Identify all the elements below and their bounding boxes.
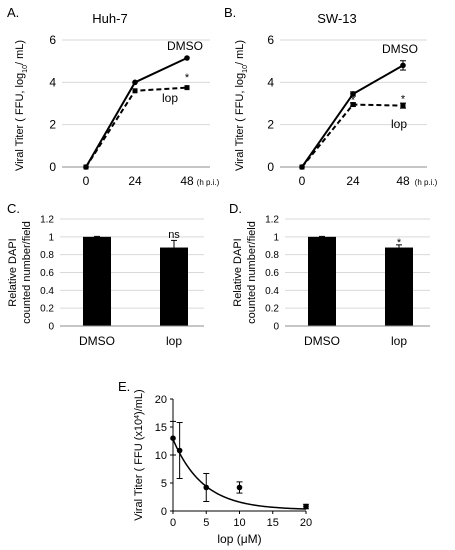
panel-label: D. [229, 201, 242, 216]
x-tick-label: 20 [300, 517, 312, 529]
x-axis-label: lop (μM) [217, 532, 261, 546]
data-point [350, 91, 356, 97]
series-line [301, 103, 404, 168]
panel-label: E. [118, 379, 130, 394]
x-tick-label: 5 [203, 517, 209, 529]
x-tick-label: lop [391, 334, 407, 348]
chart-title: Huh-7 [92, 11, 127, 26]
x-tick-label: 10 [233, 517, 245, 529]
data-point [176, 447, 183, 454]
significance-marker: ns [168, 229, 180, 241]
panel-e-scatter-chart: E. 0 5 10 15 20 0 5 10 15 20 lop (μM) Viral Titer ( … [118, 379, 312, 546]
panel-label: A. [7, 5, 19, 20]
y-tick-label: 0 [161, 506, 167, 518]
significance-marker: * [401, 93, 406, 105]
data-point [83, 164, 89, 170]
y-tick-label: 0 [267, 160, 274, 174]
panel-label: B. [224, 5, 236, 20]
y-tick-label: 0.8 [265, 250, 279, 261]
x-tick-label: 15 [267, 517, 279, 529]
y-tick-label: 4 [49, 75, 56, 89]
x-tick-label: 48 [396, 174, 410, 188]
fit-curve [172, 439, 307, 510]
y-tick-label: 0.2 [40, 304, 54, 315]
y-tick-label: 15 [155, 422, 167, 434]
y-axis-label-line1: Relative DAPI [232, 238, 244, 306]
y-tick-label: 1 [273, 232, 279, 243]
y-tick-label: 0.4 [40, 286, 54, 297]
panel-c-bar-chart: C. 0 0.2 0.4 0.6 0.8 1 1.2 DMSO lop ns Relative DAP… [7, 201, 204, 348]
y-tick-label: 1.2 [40, 215, 54, 226]
x-unit-label: (h p.i.) [197, 178, 220, 187]
data-point [350, 102, 356, 108]
y-tick-label: 6 [49, 33, 56, 47]
data-point [303, 503, 309, 510]
series-label: lop [162, 91, 178, 105]
y-axis-label: Viral Titer ( FFU (x104)/mL) [133, 389, 145, 520]
y-tick-label: 0 [48, 322, 54, 333]
series-label: lop [391, 117, 407, 131]
y-tick-label: 10 [155, 450, 167, 462]
data-point [299, 164, 305, 170]
y-tick-label: 1.2 [265, 215, 279, 226]
y-tick-label: 2 [49, 118, 56, 132]
y-tick-label: 6 [267, 33, 274, 47]
y-axis-label-line2: counted number/field [21, 221, 33, 324]
x-tick-label: lop [166, 334, 182, 348]
bar [308, 236, 336, 326]
x-tick-label: 0 [170, 517, 176, 529]
series-line [85, 57, 188, 168]
y-tick-label: 0.6 [265, 268, 279, 279]
x-tick-label: DMSO [79, 334, 115, 348]
bar [83, 236, 111, 326]
chart-title: SW-13 [317, 11, 357, 26]
y-axis-label-line1: Relative DAPI [7, 238, 19, 306]
data-point [236, 484, 243, 491]
bar [385, 247, 413, 326]
y-tick-label: 0.8 [40, 250, 54, 261]
y-tick-label: 0.2 [265, 304, 279, 315]
panel-d-bar-chart: D. 0 0.2 0.4 0.6 0.8 1 1.2 DMSO lop * Relative DAPI… [229, 201, 430, 348]
x-tick-label: 24 [128, 174, 142, 188]
y-tick-label: 5 [161, 478, 167, 490]
x-tick-label: 24 [346, 174, 360, 188]
y-axis-label: Viral Titer ( FFU, log10/ mL) [14, 40, 29, 171]
y-tick-label: 0.6 [40, 268, 54, 279]
y-tick-label: 2 [267, 118, 274, 132]
series-label: DMSO [382, 42, 418, 56]
x-tick-label: 0 [83, 174, 90, 188]
data-point [400, 62, 406, 69]
data-point [184, 55, 190, 61]
y-tick-label: 0 [49, 160, 56, 174]
y-tick-label: 20 [155, 394, 167, 406]
x-tick-label: 48 [180, 174, 194, 188]
data-point [170, 435, 176, 442]
series-line [301, 64, 404, 168]
y-tick-label: 4 [267, 75, 274, 89]
y-tick-label: 1 [48, 232, 54, 243]
data-point [203, 484, 210, 491]
x-unit-label: (h p.i.) [415, 178, 438, 187]
y-tick-label: 0 [273, 322, 279, 333]
y-axis-label: Viral Titer ( FFU, log10/ mL) [234, 40, 249, 171]
x-tick-label: DMSO [304, 334, 340, 348]
panel-label: C. [7, 201, 20, 216]
x-tick-label: 0 [299, 174, 306, 188]
data-point [132, 88, 138, 94]
data-point [184, 85, 190, 91]
y-axis-label-line2: counted number/field [246, 221, 258, 324]
bar [160, 247, 188, 326]
significance-marker: * [351, 94, 356, 106]
y-tick-label: 0.4 [265, 286, 279, 297]
series-label: DMSO [167, 39, 203, 53]
significance-marker: * [185, 72, 190, 84]
data-point [400, 103, 406, 109]
data-point [132, 79, 138, 86]
significance-marker: * [397, 237, 402, 249]
